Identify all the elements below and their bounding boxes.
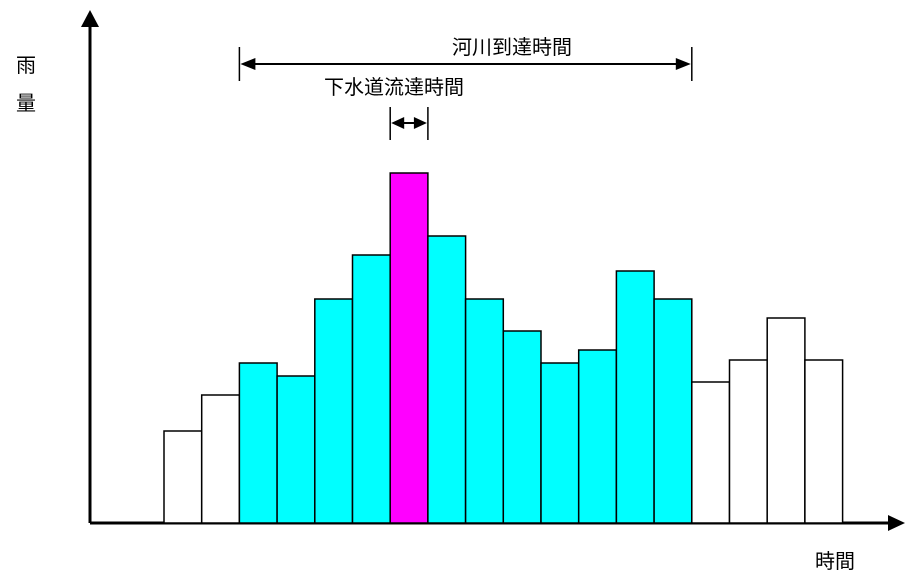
y-axis-label-char-1: 雨 (16, 53, 36, 77)
river-arrow-arrowhead-right (675, 58, 691, 70)
x-axis-label: 時間 (815, 549, 855, 572)
bar-2 (200, 394, 241, 524)
bar-5 (314, 298, 354, 524)
bar-7 (389, 172, 429, 524)
bars (163, 172, 844, 524)
y-axis-arrowhead (81, 10, 99, 27)
bar-6 (351, 254, 391, 524)
sewer-arrow-arrowhead-left (391, 117, 405, 129)
y-axis-label-char-2: 量 (16, 91, 36, 115)
bar-13 (615, 270, 655, 524)
sewer-arrow-arrowhead-right (413, 117, 427, 129)
bar-1 (163, 430, 203, 524)
annotations (238, 47, 693, 140)
annotation-label-river: 河川到達時間 (452, 35, 572, 59)
bar-18 (804, 359, 844, 524)
bar-8 (427, 235, 467, 524)
annotation-label-sewer: 下水道流達時間 (324, 75, 464, 99)
bar-10 (502, 330, 542, 524)
x-axis-arrowhead (888, 515, 905, 531)
bar-14 (653, 298, 693, 524)
bar-11 (540, 362, 580, 524)
bar-15 (691, 381, 731, 524)
bar-9 (464, 298, 505, 524)
bar-12 (577, 349, 618, 524)
bar-16 (728, 359, 768, 524)
bar-3 (238, 362, 278, 524)
axis-labels: 雨 量 時間 河川到達時間 下水道流達時間 (16, 35, 855, 572)
bar-4 (276, 375, 316, 524)
bar-17 (766, 317, 806, 524)
river-arrow-arrowhead-left (240, 58, 256, 70)
